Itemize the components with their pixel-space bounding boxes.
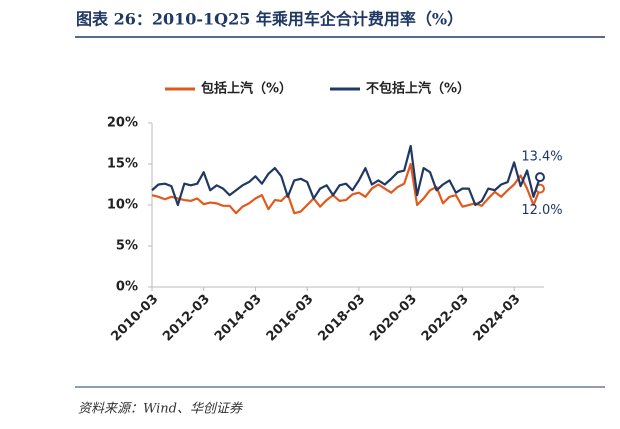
value-label: 13.4% <box>521 150 562 165</box>
y-tick-label: 10% <box>107 198 138 213</box>
end-marker <box>535 172 545 183</box>
y-tick-label: 20% <box>107 116 138 131</box>
x-tick-label: 2014-03 <box>212 292 265 345</box>
chart-title: 图表 26：2010-1Q25 年乘用车企合计费用率（%） <box>76 10 463 29</box>
x-tick-label: 2016-03 <box>264 292 317 345</box>
x-tick-label: 2024-03 <box>471 292 524 345</box>
x-tick-label: 2022-03 <box>419 292 472 345</box>
x-tick-label: 2012-03 <box>160 292 213 345</box>
x-tick-label: 2018-03 <box>315 292 368 345</box>
y-tick-label: 15% <box>107 157 138 172</box>
series-line <box>151 144 542 207</box>
legend-label: 包括上汽（%） <box>201 81 292 97</box>
x-tick-label: 2020-03 <box>367 292 420 345</box>
y-tick-label: 0% <box>116 280 138 295</box>
value-label: 12.0% <box>521 203 562 218</box>
y-tick-label: 5% <box>116 239 138 254</box>
legend-label: 不包括上汽（%） <box>366 81 470 97</box>
source: 资料来源：Wind、华创证券 <box>78 402 243 417</box>
x-tick-label: 2010-03 <box>109 292 162 345</box>
